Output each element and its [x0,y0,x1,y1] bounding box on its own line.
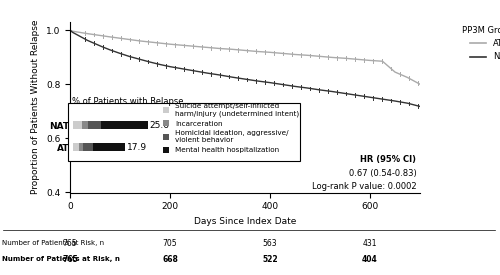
Bar [82,121,87,130]
Text: HR (95% CI): HR (95% CI) [360,155,416,164]
Bar [83,143,92,151]
Text: 522: 522 [262,255,278,263]
Bar [101,121,148,130]
Text: 0.67 (0.54-0.83): 0.67 (0.54-0.83) [349,169,416,178]
Text: 17.9: 17.9 [127,143,147,152]
Text: Number of Patients at Risk, n: Number of Patients at Risk, n [2,240,104,246]
Text: % of Patients with Relapse: % of Patients with Relapse [72,97,184,106]
Bar [72,121,82,130]
X-axis label: Days Since Index Date: Days Since Index Date [194,217,296,226]
Text: 563: 563 [262,239,278,248]
Legend: AT, NAT: AT, NAT [458,23,500,65]
Text: 431: 431 [363,239,378,248]
Bar [79,143,83,151]
Text: 765: 765 [62,255,78,263]
Legend: Suicide attempt/self-inflicted
harm/injury (undetermined intent), Incarceration,: Suicide attempt/self-inflicted harm/inju… [162,103,299,153]
Text: 668: 668 [162,255,178,263]
Text: Number of Patients at Risk, n: Number of Patients at Risk, n [2,256,120,262]
Text: 705: 705 [162,239,178,248]
Text: 25.6: 25.6 [150,121,170,130]
Text: 765: 765 [62,239,78,248]
Bar [88,121,101,130]
Bar [92,143,125,151]
Text: 404: 404 [362,255,378,263]
Text: Log-rank P value: 0.0002: Log-rank P value: 0.0002 [312,182,416,191]
Bar [72,143,79,151]
Y-axis label: Proportion of Patients Without Relapse: Proportion of Patients Without Relapse [32,20,40,194]
